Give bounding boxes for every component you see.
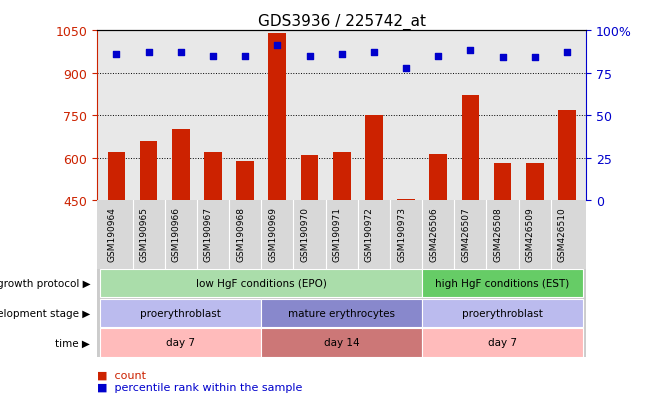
Bar [140, 141, 157, 201]
Point [497, 55, 508, 62]
Bar [422, 299, 583, 327]
Point [369, 50, 379, 56]
Point [176, 50, 186, 56]
Point [240, 53, 251, 60]
Bar [333, 153, 350, 201]
Text: GSM426510: GSM426510 [558, 206, 567, 261]
Bar [422, 328, 583, 357]
Text: GSM190972: GSM190972 [365, 206, 374, 261]
Title: GDS3936 / 225742_at: GDS3936 / 225742_at [258, 14, 425, 30]
Bar [526, 164, 543, 201]
Bar [494, 164, 511, 201]
Text: GSM190964: GSM190964 [107, 206, 117, 261]
Point [401, 65, 411, 72]
Bar [100, 328, 261, 357]
Text: time ▶: time ▶ [56, 337, 90, 347]
Bar [237, 161, 254, 201]
Point [208, 53, 218, 60]
Bar [462, 96, 479, 201]
Text: day 7: day 7 [166, 337, 196, 347]
Text: ■  percentile rank within the sample: ■ percentile rank within the sample [97, 382, 303, 392]
Text: development stage ▶: development stage ▶ [0, 308, 90, 318]
Bar [365, 116, 383, 201]
Text: GSM426507: GSM426507 [462, 206, 470, 261]
Bar [261, 299, 422, 327]
Bar [269, 34, 286, 201]
Bar [204, 153, 222, 201]
Text: day 14: day 14 [324, 337, 360, 347]
Bar [397, 199, 415, 201]
Text: GSM190969: GSM190969 [269, 206, 277, 261]
Text: GSM190967: GSM190967 [204, 206, 213, 261]
Text: proerythroblast: proerythroblast [141, 308, 221, 318]
Point [433, 53, 444, 60]
Text: ■  count: ■ count [97, 370, 146, 380]
Text: low HgF conditions (EPO): low HgF conditions (EPO) [196, 279, 327, 289]
Point [304, 53, 315, 60]
Text: GSM426508: GSM426508 [494, 206, 502, 261]
Text: GSM190966: GSM190966 [172, 206, 181, 261]
Point [529, 55, 540, 62]
Point [143, 50, 154, 56]
Text: GSM190973: GSM190973 [397, 206, 406, 261]
Text: growth protocol ▶: growth protocol ▶ [0, 279, 90, 289]
Bar [422, 269, 583, 298]
Text: high HgF conditions (EST): high HgF conditions (EST) [436, 279, 570, 289]
Text: mature erythrocytes: mature erythrocytes [288, 308, 395, 318]
Text: GSM190970: GSM190970 [301, 206, 310, 261]
Text: proerythroblast: proerythroblast [462, 308, 543, 318]
Text: GSM190971: GSM190971 [333, 206, 342, 261]
Text: GSM426506: GSM426506 [429, 206, 438, 261]
Point [111, 52, 122, 58]
Point [336, 52, 347, 58]
Bar [108, 153, 125, 201]
Text: GSM190965: GSM190965 [139, 206, 149, 261]
Point [465, 48, 476, 55]
Bar [301, 156, 318, 201]
Point [272, 43, 283, 50]
Text: day 7: day 7 [488, 337, 517, 347]
Point [561, 50, 572, 56]
Bar [172, 130, 190, 201]
Text: GSM426509: GSM426509 [526, 206, 535, 261]
Bar [558, 110, 576, 201]
Bar [429, 154, 447, 201]
Bar [100, 299, 261, 327]
Bar [261, 328, 422, 357]
Bar [100, 269, 422, 298]
Text: GSM190968: GSM190968 [236, 206, 245, 261]
